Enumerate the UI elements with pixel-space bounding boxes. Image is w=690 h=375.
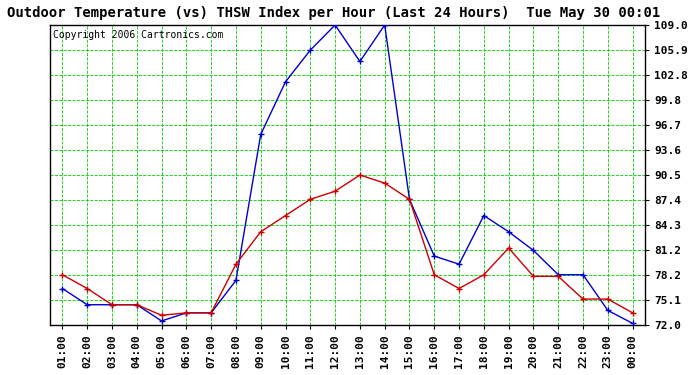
Text: Copyright 2006 Cartronics.com: Copyright 2006 Cartronics.com [53, 30, 224, 39]
Text: Outdoor Temperature (vs) THSW Index per Hour (Last 24 Hours)  Tue May 30 00:01: Outdoor Temperature (vs) THSW Index per … [7, 6, 660, 20]
